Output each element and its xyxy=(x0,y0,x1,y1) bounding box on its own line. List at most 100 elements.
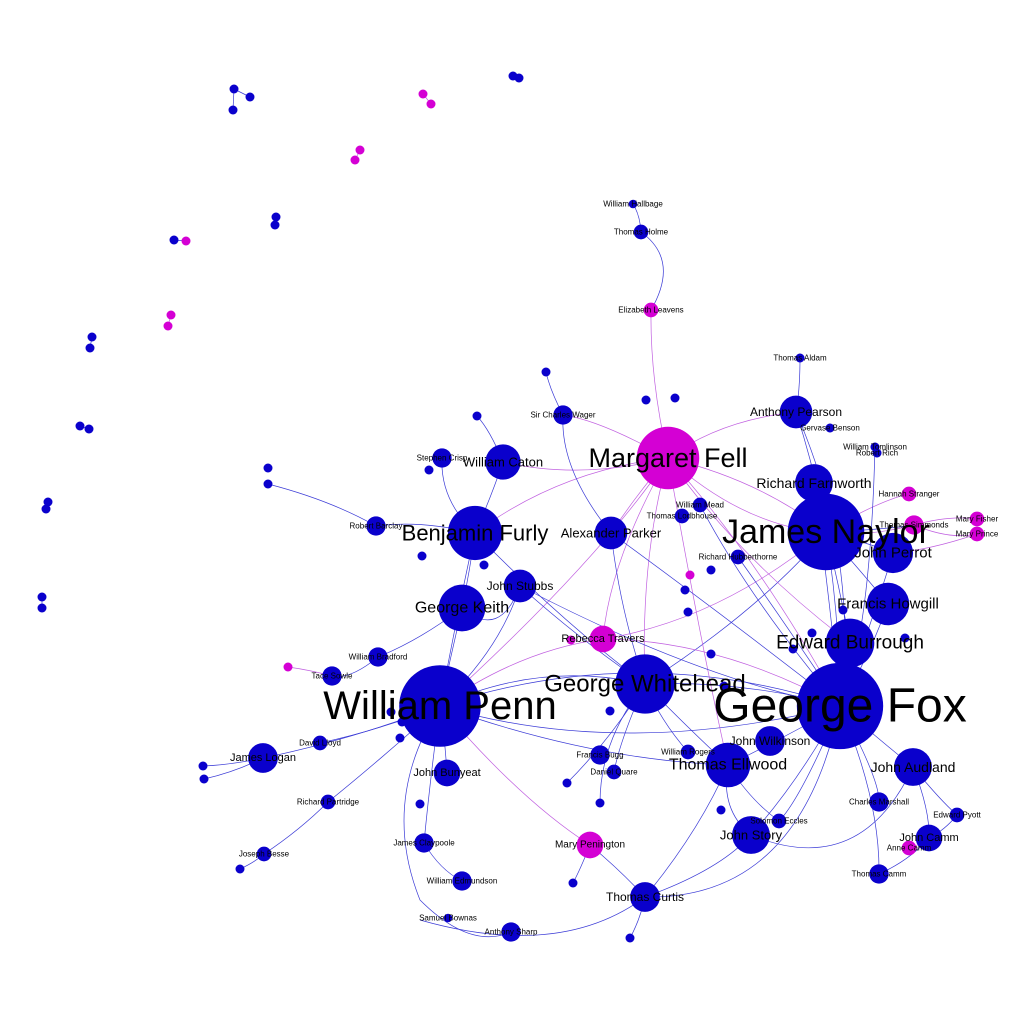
node[interactable] xyxy=(472,592,482,602)
node[interactable] xyxy=(245,92,255,102)
node[interactable] xyxy=(706,649,716,659)
node[interactable] xyxy=(87,332,97,342)
node-parker[interactable] xyxy=(594,516,628,550)
node-hubberthorne[interactable] xyxy=(730,549,746,565)
node-stranger[interactable] xyxy=(901,486,917,502)
node[interactable] xyxy=(716,805,726,815)
node-logan[interactable] xyxy=(248,743,278,773)
node-beavens[interactable] xyxy=(643,302,659,318)
node[interactable] xyxy=(807,628,817,638)
node[interactable] xyxy=(568,878,578,888)
node[interactable] xyxy=(163,321,173,331)
node[interactable] xyxy=(270,220,280,230)
node-fell[interactable] xyxy=(636,426,700,490)
node[interactable] xyxy=(838,605,848,615)
node[interactable] xyxy=(795,353,805,363)
node-hallbage[interactable] xyxy=(628,199,638,209)
node-whitehead[interactable] xyxy=(615,654,675,714)
node-pearson[interactable] xyxy=(779,395,813,429)
node[interactable] xyxy=(263,479,273,489)
node-burrough[interactable] xyxy=(825,618,875,668)
node[interactable] xyxy=(415,799,425,809)
node-ellwood[interactable] xyxy=(705,742,751,788)
node[interactable] xyxy=(562,778,572,788)
node-crisp[interactable] xyxy=(432,448,452,468)
node-loddhouse[interactable] xyxy=(674,508,690,524)
node-furly[interactable] xyxy=(447,505,503,561)
node-curtis[interactable] xyxy=(630,882,660,912)
node-naylor[interactable] xyxy=(787,493,865,571)
node[interactable] xyxy=(825,423,835,433)
node[interactable] xyxy=(37,592,47,602)
node[interactable] xyxy=(350,155,360,165)
node-edmundson[interactable] xyxy=(452,871,472,891)
node[interactable] xyxy=(472,411,482,421)
node[interactable] xyxy=(683,607,693,617)
node-mead[interactable] xyxy=(692,497,708,513)
node[interactable] xyxy=(198,761,208,771)
node-besse[interactable] xyxy=(256,846,272,862)
node[interactable] xyxy=(229,84,239,94)
node[interactable] xyxy=(417,551,427,561)
node[interactable] xyxy=(605,706,615,716)
node[interactable] xyxy=(595,798,605,808)
node[interactable] xyxy=(228,105,238,115)
node[interactable] xyxy=(235,864,245,874)
node[interactable] xyxy=(685,570,695,580)
node[interactable] xyxy=(271,212,281,222)
node[interactable] xyxy=(397,717,407,727)
node[interactable] xyxy=(181,236,191,246)
node[interactable] xyxy=(566,635,576,645)
node-camm[interactable] xyxy=(915,824,943,852)
node[interactable] xyxy=(424,465,434,475)
node-sharp[interactable] xyxy=(501,922,521,942)
node[interactable] xyxy=(84,424,94,434)
node-wager[interactable] xyxy=(553,405,573,425)
node-eccles[interactable] xyxy=(771,813,787,829)
node[interactable] xyxy=(85,343,95,353)
node-tacebowle[interactable] xyxy=(322,666,342,686)
node-daniel[interactable] xyxy=(606,764,622,780)
node-dimmonds[interactable] xyxy=(904,515,924,535)
node-marshall[interactable] xyxy=(869,792,889,812)
node-audland[interactable] xyxy=(894,748,932,786)
node-story[interactable] xyxy=(732,816,770,854)
node-prince[interactable] xyxy=(969,526,985,542)
node[interactable] xyxy=(395,733,405,743)
node[interactable] xyxy=(670,393,680,403)
node[interactable] xyxy=(386,707,396,717)
node-fisher[interactable] xyxy=(969,511,985,527)
node-wilkinson[interactable] xyxy=(755,726,785,756)
node-pyott[interactable] xyxy=(949,807,965,823)
node[interactable] xyxy=(541,367,551,377)
node-farnworth[interactable] xyxy=(795,464,833,502)
node[interactable] xyxy=(706,565,716,575)
node-stubbs[interactable] xyxy=(503,569,537,603)
node[interactable] xyxy=(625,933,635,943)
node-bugg[interactable] xyxy=(590,745,610,765)
node[interactable] xyxy=(514,73,524,83)
node[interactable] xyxy=(872,448,882,458)
node[interactable] xyxy=(418,89,428,99)
node[interactable] xyxy=(283,662,293,672)
node-rogers[interactable] xyxy=(680,744,696,760)
node-samuel[interactable] xyxy=(443,913,453,923)
node[interactable] xyxy=(788,644,798,654)
node[interactable] xyxy=(479,560,489,570)
node[interactable] xyxy=(719,681,729,691)
node-penington[interactable] xyxy=(576,831,604,859)
node[interactable] xyxy=(43,497,53,507)
node[interactable] xyxy=(75,421,85,431)
node-travers[interactable] xyxy=(589,625,617,653)
node[interactable] xyxy=(426,99,436,109)
node-tcamm[interactable] xyxy=(869,864,889,884)
node-fox[interactable] xyxy=(796,662,884,750)
node[interactable] xyxy=(355,145,365,155)
node[interactable] xyxy=(166,310,176,320)
node[interactable] xyxy=(37,603,47,613)
node-partridge[interactable] xyxy=(320,794,336,810)
node[interactable] xyxy=(41,504,51,514)
node-bradford[interactable] xyxy=(368,647,388,667)
node[interactable] xyxy=(263,463,273,473)
node-penn[interactable] xyxy=(399,665,481,747)
